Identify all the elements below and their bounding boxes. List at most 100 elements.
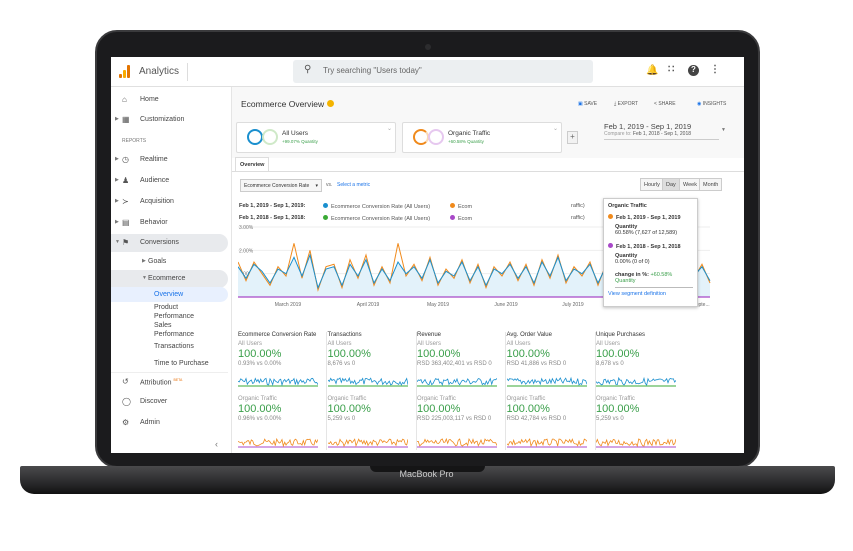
label: Realtime [140, 156, 168, 163]
caret-down-icon: ▾ [315, 183, 318, 189]
sparkline-all-users [327, 376, 408, 387]
sidebar-item-behavior[interactable]: ▶ ▤ Behavior [111, 214, 228, 232]
sidebar-item-audience[interactable]: ▶ ♟ Audience [111, 172, 228, 190]
sidebar-item-sales-performance[interactable]: Sales Performance [154, 322, 195, 338]
metric-tile[interactable]: Avg. Order Value All Users 100.00% RSD 4… [506, 332, 596, 450]
granularity-week[interactable]: Week [679, 178, 701, 191]
tile-percent: 100.00% [327, 403, 371, 415]
sidebar-item-conversions[interactable]: ▼ ⚑ Conversions [111, 234, 228, 252]
tab-overview[interactable]: Overview [235, 157, 270, 172]
tile-segment: Organic Traffic [506, 396, 546, 402]
sidebar-item-ecommerce[interactable]: ▼ Ecommerce [111, 270, 228, 288]
sparkline-path [596, 438, 676, 447]
legend-series: Ecommerce Conversion Rate (All Users) [323, 215, 430, 222]
metric-tile[interactable]: Ecommerce Conversion Rate All Users 100.… [238, 332, 327, 450]
granularity-day[interactable]: Day [662, 178, 680, 191]
metric-tile[interactable]: Unique Purchases All Users 100.00% 8,678… [596, 332, 685, 450]
legend-series: Ecommerce Conversion Rate (All Users) [323, 203, 430, 210]
sidebar-item-attribution[interactable]: ↺ Attribution BETA [111, 372, 228, 390]
add-segment-button[interactable]: + [567, 131, 578, 144]
tooltip-range: Feb 1, 2019 - Sep 1, 2019 [616, 215, 681, 221]
label: Goals [148, 258, 167, 265]
help-icon[interactable]: ? [688, 65, 699, 76]
sparkline-organic [596, 438, 676, 448]
legend-label: Ecommerce Conversion Rate (All Users) [331, 216, 431, 222]
sparkline-path [238, 377, 318, 387]
sparkline-all-users [238, 377, 318, 387]
sidebar-item-time-to-purchase[interactable]: Time to Purchase [154, 360, 209, 367]
select-metric-link[interactable]: Select a metric [337, 182, 371, 188]
legend-series: Ecom [450, 203, 472, 210]
sidebar-item-acquisition[interactable]: ▶ ≻ Acquisition [111, 193, 228, 211]
search-input[interactable]: ⚲ Try searching "Users today" [293, 60, 593, 83]
tile-percent: 100.00% [596, 403, 640, 415]
metric-select[interactable]: Ecommerce Conversion Rate ▾ [240, 179, 322, 192]
granularity-hourly[interactable]: Hourly [640, 178, 664, 191]
segment-card-all-users[interactable]: All Users +99.07% Quantity ⌄ [236, 122, 396, 153]
y-tick-label: 2.00% [239, 248, 254, 254]
sidebar-item-overview[interactable]: Overview [111, 287, 228, 302]
sidebar-item-goals[interactable]: ▶ Goals [111, 253, 228, 271]
label: Attribution [140, 379, 172, 387]
person-icon: ♟ [122, 176, 130, 185]
analytics-logo-icon[interactable] [119, 65, 131, 78]
tile-segment: All Users [417, 341, 442, 347]
caret-down-icon: ▼ [142, 275, 147, 281]
share-button[interactable]: < SHARE [654, 101, 676, 107]
segment-ring-icon [428, 129, 444, 145]
sidebar-item-realtime[interactable]: ▶ ◷ Realtime [111, 151, 228, 169]
tile-title: Ecommerce Conversion Rate [238, 332, 317, 338]
x-tick-label: May 2019 [427, 302, 449, 307]
tile-percent: 100.00% [417, 348, 461, 360]
save-button[interactable]: ▣ SAVE [578, 101, 597, 107]
sparkline-path [506, 438, 587, 448]
sidebar-item-product-performance[interactable]: Product Performance [154, 304, 195, 320]
insights-button[interactable]: ◉ INSIGHTS [697, 101, 726, 107]
chevron-down-icon[interactable]: ⌄ [387, 126, 393, 132]
view-segment-link[interactable]: View segment definition [608, 291, 666, 297]
sidebar-item-home[interactable]: ⌂ Home [111, 91, 228, 109]
vs-label: vs. [326, 182, 333, 188]
granularity-month[interactable]: Month [699, 178, 723, 191]
label: Conversions [140, 239, 179, 246]
sidebar-item-admin[interactable]: ⚙ Admin [111, 414, 228, 432]
segment-name: Organic Traffic [448, 130, 491, 137]
label: Behavior [140, 219, 168, 226]
laptop-notch [370, 466, 485, 472]
apps-icon[interactable]: ∷ [668, 64, 675, 75]
sparkline-path [417, 437, 497, 447]
bell-icon[interactable]: 🔔 [646, 65, 659, 76]
sidebar-item-customization[interactable]: ▶ ▦ Customization [111, 111, 228, 129]
sparkline-all-users [506, 376, 587, 387]
sparkline-all-users [417, 377, 497, 387]
date-range-picker[interactable]: Feb 1, 2019 - Sep 1, 2019 Compare to: Fe… [604, 122, 726, 140]
flag-icon: ⚑ [122, 238, 130, 247]
verified-badge-icon [326, 100, 334, 107]
sparkline-organic [327, 438, 408, 448]
change-label: change in %: [615, 272, 649, 278]
more-vert-icon[interactable]: ⋮ [710, 64, 720, 75]
line-chart[interactable]: 3.00% 2.00% 1.00% March 2019 April 2019 May 2… [238, 223, 724, 307]
area-all-users [238, 255, 710, 297]
segment-card-organic-traffic[interactable]: Organic Traffic +60.58% Quantity ⌄ [402, 122, 562, 153]
tile-value: 0.93% vs 0.00% [238, 361, 282, 367]
metric-tile[interactable]: Revenue All Users 100.00% RSD 363,402,40… [417, 332, 506, 450]
chevron-down-icon[interactable]: ⌄ [553, 126, 559, 132]
top-bar: Analytics ⚲ Try searching "Users today" … [111, 57, 744, 87]
attribution-icon: ↺ [122, 377, 129, 386]
metric-tile[interactable]: Transactions All Users 100.00% 8,676 vs … [327, 332, 417, 450]
caret-right-icon: ▶ [115, 177, 119, 183]
sidebar-item-discover[interactable]: ◯ Discover [111, 393, 228, 411]
label: EXPORT [617, 101, 639, 107]
tile-segment: All Users [506, 341, 531, 347]
sidebar-item-transactions[interactable]: Transactions [154, 343, 194, 350]
x-tick-label: March 2019 [275, 302, 302, 307]
x-tick-label: April 2019 [357, 302, 380, 307]
segment-change: +60.58% Quantity [448, 139, 484, 144]
sparkline-path [506, 376, 587, 386]
title-text: Ecommerce Overview [241, 99, 325, 109]
tile-segment: Organic Traffic [596, 396, 635, 402]
device-label: MacBook Pro [399, 469, 454, 479]
collapse-chevron-icon[interactable]: ‹ [215, 439, 218, 449]
export-button[interactable]: ⤓ EXPORT [614, 101, 638, 107]
